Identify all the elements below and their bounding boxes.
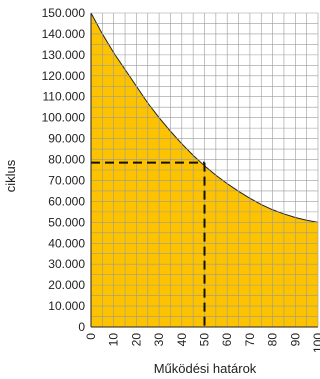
annotation xyxy=(91,161,206,327)
y-tick-label: 0 xyxy=(78,320,85,334)
y-tick-label: 70.000 xyxy=(48,173,85,187)
y-tick-label: 140.000 xyxy=(42,27,86,41)
x-tick-label: 70 xyxy=(243,333,257,347)
y-axis-label: ciklus xyxy=(3,159,18,192)
y-tick-label: 60.000 xyxy=(48,194,85,208)
x-tick-label: 90 xyxy=(288,333,302,347)
y-tick-label: 90.000 xyxy=(48,132,85,146)
y-tick-label: 120.000 xyxy=(42,69,86,83)
y-tick-label: 100.000 xyxy=(42,111,86,125)
x-tick-label: 40 xyxy=(175,333,189,347)
y-tick-labels: 0 10.000 20.000 30.000 40.000 50.000 60.000 70.… xyxy=(42,6,86,334)
y-tick-label: 20.000 xyxy=(48,278,85,292)
y-tick-label: 30.000 xyxy=(48,257,85,271)
y-tick-label: 80.000 xyxy=(48,153,85,167)
x-tick-label: 100 xyxy=(311,333,320,353)
x-tick-label: 60 xyxy=(220,333,234,347)
x-tick-label: 30 xyxy=(152,333,166,347)
grid xyxy=(91,13,318,327)
x-tick-label: 10 xyxy=(107,333,121,347)
y-tick-label: 110.000 xyxy=(43,90,86,104)
y-tick-label: 150.000 xyxy=(42,6,86,20)
y-tick-label: 10.000 xyxy=(48,299,85,313)
y-tick-label: 40.000 xyxy=(48,236,85,250)
x-tick-label: 20 xyxy=(129,333,143,347)
y-tick-label: 50.000 xyxy=(48,215,85,229)
x-axis-label: Működési határok xyxy=(154,361,257,376)
axes xyxy=(90,12,319,328)
x-tick-label: 0 xyxy=(84,333,98,340)
x-tick-label: 80 xyxy=(266,333,280,347)
x-tick-labels: 0 10 20 30 40 50 60 70 80 90 100 xyxy=(84,333,320,353)
x-tick-label: 50 xyxy=(198,333,212,347)
y-tick-label: 130.000 xyxy=(42,48,86,62)
